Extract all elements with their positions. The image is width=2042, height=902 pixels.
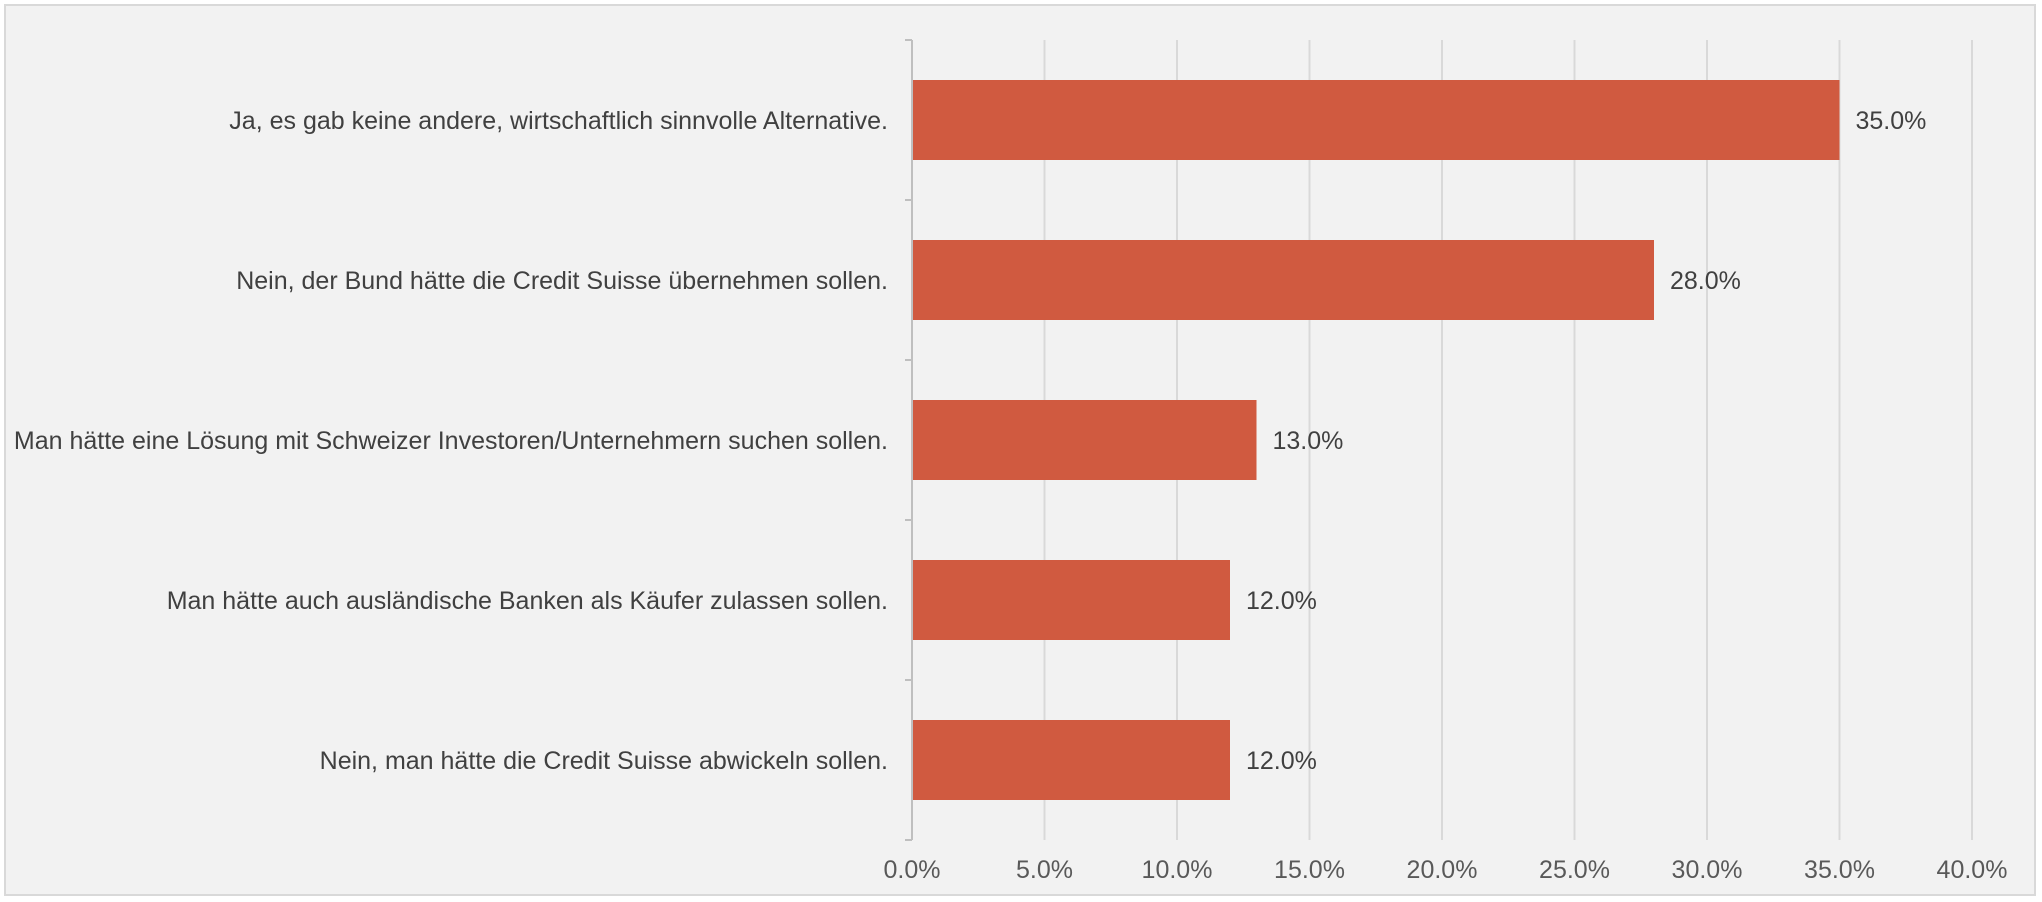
x-tick-label: 5.0% [1016, 856, 1073, 884]
data-label: 28.0% [1670, 267, 1741, 295]
x-tick-label: 15.0% [1274, 856, 1345, 884]
chart-frame: 0.0% 5.0% 10.0% 15.0% 20.0% 25.0% 30.0% 35.0% 40… [4, 4, 2036, 896]
bars [912, 80, 1840, 800]
gridlines [1043, 40, 1973, 840]
bar [912, 560, 1230, 640]
x-tick-label: 30.0% [1672, 856, 1743, 884]
labels: 0.0% 5.0% 10.0% 15.0% 20.0% 25.0% 30.0% 35.0% 40… [14, 107, 2008, 884]
data-label: 13.0% [1273, 427, 1344, 455]
bar [912, 240, 1654, 320]
category-label: Nein, der Bund hätte die Credit Suisse ü… [236, 267, 888, 295]
category-label: Ja, es gab keine andere, wirtschaftlich … [229, 107, 888, 135]
x-tick-label: 0.0% [884, 856, 941, 884]
x-tick-label: 25.0% [1539, 856, 1610, 884]
bar [912, 80, 1840, 160]
category-label: Man hätte eine Lösung mit Schweizer Inve… [14, 427, 888, 455]
x-tick-label: 10.0% [1142, 856, 1213, 884]
data-label: 35.0% [1856, 107, 1927, 135]
category-label: Nein, man hätte die Credit Suisse abwick… [320, 747, 888, 775]
category-label: Man hätte auch ausländische Banken als K… [167, 587, 888, 615]
bar [912, 720, 1230, 800]
x-tick-label: 20.0% [1407, 856, 1478, 884]
data-label: 12.0% [1246, 747, 1317, 775]
x-tick-label: 35.0% [1804, 856, 1875, 884]
data-label: 12.0% [1246, 587, 1317, 615]
bar [912, 400, 1257, 480]
bar-chart: 0.0% 5.0% 10.0% 15.0% 20.0% 25.0% 30.0% 35.0% 40… [14, 39, 2008, 884]
y-axis [905, 39, 913, 841]
x-tick-label: 40.0% [1937, 856, 2008, 884]
